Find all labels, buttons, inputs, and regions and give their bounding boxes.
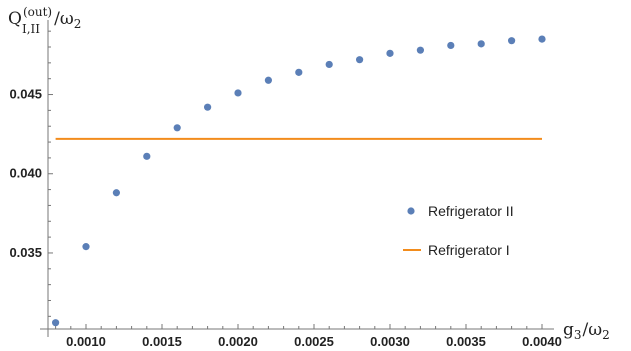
x-axis-title: g3/ω2 <box>563 320 610 342</box>
legend-marker-refrigerator-ii <box>407 207 415 215</box>
data-point-refrigerator-ii <box>538 35 546 43</box>
y-tick-label: 0.035 <box>9 245 42 260</box>
data-point-refrigerator-ii <box>173 124 181 132</box>
data-point-refrigerator-ii <box>112 189 120 197</box>
x-tick-label: 0.0035 <box>446 334 486 349</box>
data-point-refrigerator-ii <box>386 49 394 57</box>
x-tick-label: 0.0015 <box>142 334 182 349</box>
data-point-refrigerator-ii <box>82 243 90 251</box>
y-tick-label: 0.045 <box>9 87 42 102</box>
legend: Refrigerator II Refrigerator I <box>403 203 514 258</box>
x-tick-label: 0.0040 <box>522 334 562 349</box>
data-point-refrigerator-ii <box>356 56 364 64</box>
axis-titles: Q(out)/ω2I,II g3/ω2 <box>8 5 610 342</box>
data-marks <box>52 35 546 327</box>
x-tick-label: 0.0025 <box>294 334 334 349</box>
data-point-refrigerator-ii <box>508 37 516 45</box>
data-point-refrigerator-ii <box>264 76 272 84</box>
legend-label-refrigerator-i: Refrigerator I <box>428 242 510 258</box>
y-tick-label: 0.040 <box>9 166 42 181</box>
y-axis-title-subscript: I,II <box>22 22 40 36</box>
data-point-refrigerator-ii <box>234 89 242 97</box>
data-point-refrigerator-ii <box>143 152 151 160</box>
x-tick-label: 0.0020 <box>218 334 258 349</box>
data-point-refrigerator-ii <box>477 40 485 48</box>
data-point-refrigerator-ii <box>204 103 212 111</box>
x-tick-label: 0.0030 <box>370 334 410 349</box>
data-point-refrigerator-ii <box>325 60 333 69</box>
data-point-refrigerator-ii <box>295 68 303 76</box>
y-axis-title: Q(out)/ω2 <box>8 5 81 31</box>
data-point-refrigerator-ii <box>416 46 424 54</box>
data-point-refrigerator-ii <box>52 319 60 327</box>
legend-label-refrigerator-ii: Refrigerator II <box>428 203 514 219</box>
x-tick-label: 0.0010 <box>66 334 106 349</box>
data-point-refrigerator-ii <box>447 41 455 50</box>
axes: 0.0010 0.0015 0.0020 0.0025 0.0030 0.0035 0.00… <box>9 20 562 349</box>
